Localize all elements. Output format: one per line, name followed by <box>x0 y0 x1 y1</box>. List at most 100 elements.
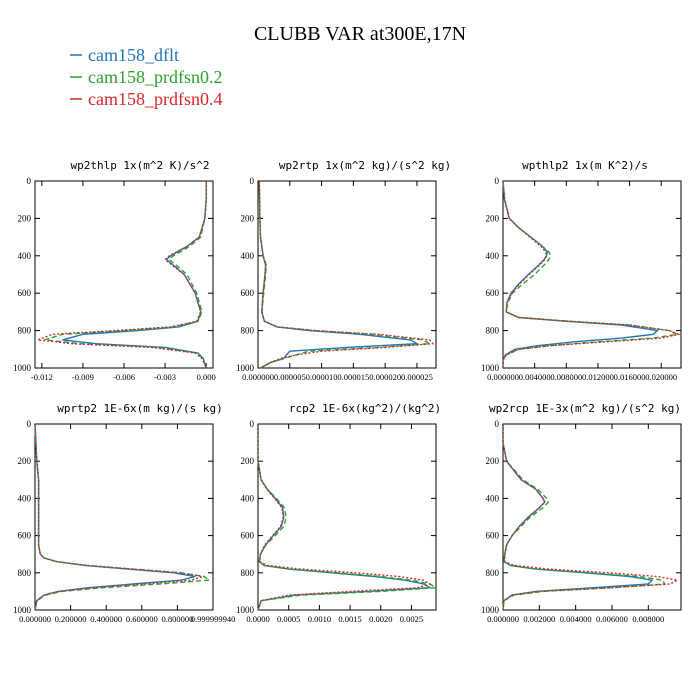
x-tick-label: 0.000000 <box>487 614 519 624</box>
x-tick-label: 0.999999940 <box>191 614 236 624</box>
chart-panel: wprtp2 1E-6x(m kg)/(s kg) 0 200 400 600 800 10… <box>13 402 235 624</box>
x-tick-label: 0.002000 <box>523 614 555 624</box>
y-tick-label: 800 <box>486 326 500 336</box>
figure-title: CLUBB VAR at300E,17N <box>254 23 466 45</box>
chart-panel: wp2rtp 1x(m^2 kg)/(s^2 kg) 0 200 400 600 800 1… <box>236 159 451 382</box>
plot-frame <box>502 423 682 611</box>
x-tick-label: 0.006000 <box>596 614 628 624</box>
x-tick-label: 0.0010 <box>308 614 331 624</box>
x-tick-label: 0.0025 <box>400 614 423 624</box>
y-tick-label: 400 <box>18 251 32 261</box>
figure-legend: cam158_dflt cam158_prdfsn0.2 cam158_prdf… <box>70 45 222 109</box>
legend-label: cam158_prdfsn0.4 <box>88 89 222 109</box>
series-line <box>34 423 212 611</box>
panel-title: wp2rcp 1E-3x(m^2 kg)/(s^2 kg) <box>489 402 681 415</box>
chart-panel: wpthlp2 1x(m K^2)/s020040060080010000.00… <box>481 159 682 382</box>
y-tick-label: 600 <box>18 531 32 541</box>
y-tick-label: 400 <box>241 251 255 261</box>
panel-title: wpthlp2 1x(m K^2)/s <box>522 159 648 172</box>
chart-panel: rcp2 1E-6x(kg^2)/(kg^2) 0 200 400 600 800 1000… <box>236 402 441 624</box>
x-tick-label: 0.000015 <box>337 372 369 382</box>
y-tick-label: 0 <box>27 176 32 186</box>
y-tick-label: 200 <box>486 456 500 466</box>
panel-title: wprtp2 1E-6x(m kg)/(s kg) <box>57 402 223 415</box>
y-tick-label: 600 <box>18 288 32 298</box>
y-tick-label: 200 <box>241 213 255 223</box>
y-tick-label: 600 <box>486 288 500 298</box>
y-tick-label: 800 <box>18 326 32 336</box>
y-tick-label: 200 <box>18 213 32 223</box>
x-tick-label: -0.006 <box>113 372 135 382</box>
series-line <box>502 424 654 611</box>
legend-label: cam158_prdfsn0.2 <box>88 67 222 87</box>
y-tick-label: 0 <box>250 419 255 429</box>
x-tick-label: -0.003 <box>154 372 176 382</box>
y-tick-label: 400 <box>241 493 255 503</box>
y-tick-label: 0 <box>250 176 255 186</box>
y-tick-label: 800 <box>241 568 255 578</box>
y-tick-label: 800 <box>486 568 500 578</box>
legend-item-prdfsn04: cam158_prdfsn0.4 <box>70 89 222 109</box>
plot-frame <box>502 180 682 369</box>
x-tick-label: 0.0000 <box>246 614 269 624</box>
x-tick-label: 0.008000 <box>632 614 664 624</box>
series-line <box>502 180 680 368</box>
x-tick-label: -0.009 <box>72 372 94 382</box>
x-tick-label: 0.000 <box>197 372 216 382</box>
y-tick-label: 200 <box>241 456 255 466</box>
x-tick-label: 0.000000 <box>487 372 519 382</box>
chart-panel: wp2rcp 1E-3x(m^2 kg)/(s^2 kg) 0 200 400 600 8… <box>481 402 682 624</box>
y-tick-label: 600 <box>241 288 255 298</box>
plot-frame <box>34 423 214 611</box>
y-tick-label: 1000 <box>13 605 32 615</box>
legend-label: cam158_dflt <box>88 45 179 65</box>
series-line <box>258 180 435 369</box>
x-tick-label: 0.004000 <box>560 614 592 624</box>
y-tick-label: 0 <box>495 419 500 429</box>
y-tick-label: 400 <box>18 493 32 503</box>
series-line <box>257 424 432 611</box>
series-line <box>258 180 432 369</box>
series-line <box>257 424 439 611</box>
y-tick-label: 1000 <box>481 363 500 373</box>
x-tick-label: 0.016000 <box>614 372 646 382</box>
legend-item-prdfsn02: cam158_prdfsn0.2 <box>70 67 222 87</box>
plot-frame <box>34 180 214 369</box>
y-tick-label: 0 <box>495 176 500 186</box>
x-tick-label: 0.000005 <box>274 372 306 382</box>
x-tick-label: 0.400000 <box>90 614 122 624</box>
y-tick-label: 200 <box>486 213 500 223</box>
x-tick-label: 0.004000 <box>519 372 551 382</box>
chart-panel: wp2thlp 1x(m^2 K)/s^2 0 200 400 600 800 1000 -0… <box>13 159 216 382</box>
y-tick-label: 1000 <box>236 363 255 373</box>
x-tick-label: 0.200000 <box>55 614 87 624</box>
x-tick-label: 0.600000 <box>126 614 158 624</box>
series-line <box>34 423 196 611</box>
series-line <box>502 424 666 611</box>
x-tick-label: 0.012000 <box>582 372 614 382</box>
x-tick-label: 0.000000 <box>19 614 51 624</box>
x-tick-label: 0.0005 <box>277 614 300 624</box>
y-tick-label: 600 <box>241 531 255 541</box>
x-tick-label: 0.0015 <box>338 614 361 624</box>
panels-grid: wp2thlp 1x(m^2 K)/s^2 0 200 400 600 800 1000 -0… <box>13 159 682 624</box>
x-tick-label: 0.800000 <box>161 614 193 624</box>
y-tick-label: 1000 <box>481 605 500 615</box>
plot-frame <box>257 423 437 611</box>
y-tick-label: 1000 <box>13 363 32 373</box>
x-tick-label: 0.020000 <box>645 372 677 382</box>
x-tick-label: 0.000025 <box>401 372 433 382</box>
x-tick-label: 0.000000 <box>242 372 274 382</box>
series-line <box>37 181 207 369</box>
series-line <box>502 424 680 611</box>
series-line <box>44 181 207 369</box>
y-tick-label: 1000 <box>236 605 255 615</box>
y-tick-label: 200 <box>18 456 32 466</box>
panel-title: wp2thlp 1x(m^2 K)/s^2 <box>70 159 209 172</box>
x-tick-label: 0.0020 <box>369 614 392 624</box>
y-tick-label: 600 <box>486 531 500 541</box>
series-line <box>62 181 207 369</box>
x-tick-label: 0.000010 <box>306 372 338 382</box>
x-tick-label: 0.008000 <box>550 372 582 382</box>
